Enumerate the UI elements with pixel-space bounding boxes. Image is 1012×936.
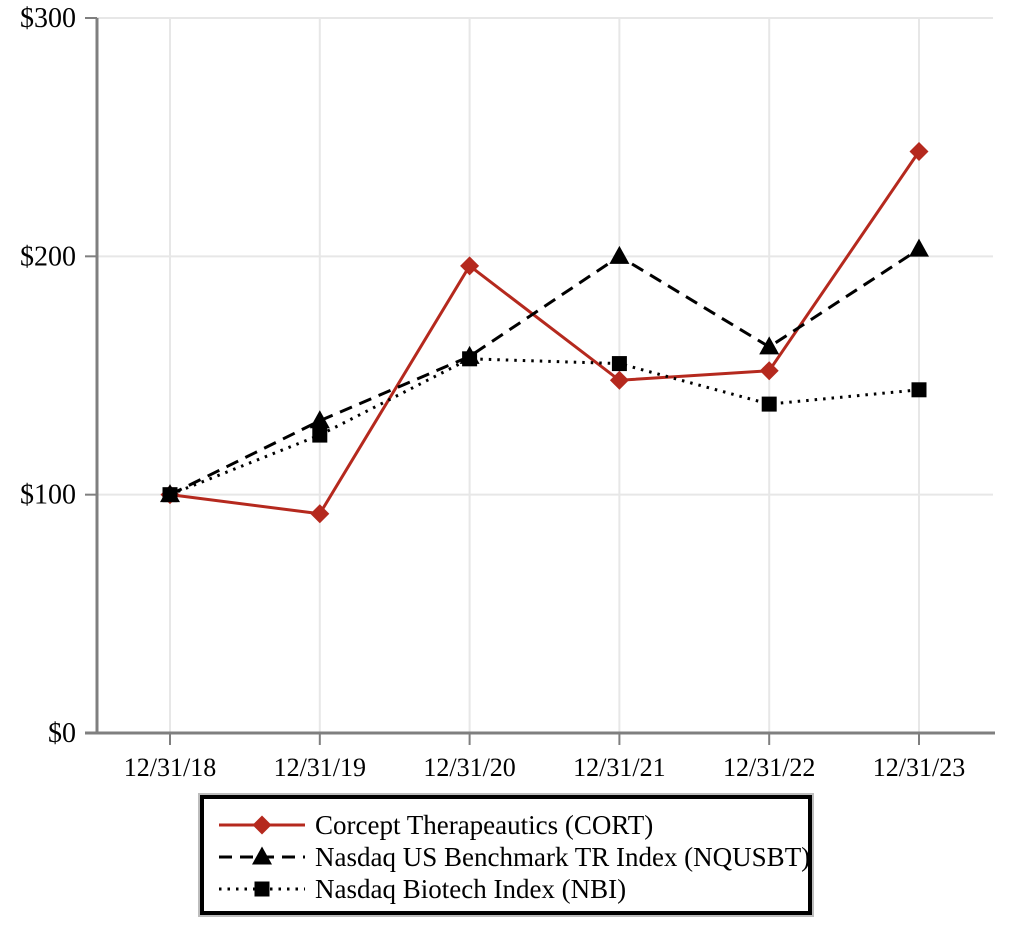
y-axis-tick-label: $200 bbox=[20, 241, 76, 272]
y-axis-tick-label: $100 bbox=[20, 480, 76, 511]
legend-nbi-line-icon bbox=[219, 881, 305, 897]
plot-area: $0 $100 $200 $300 12/31/18 12/31/19 12/31/20 12… bbox=[20, 3, 995, 782]
x-axis-tick-label: 12/31/18 bbox=[124, 753, 216, 782]
legend-item-cort: Corcept Therapeautics (CORT) bbox=[218, 809, 808, 841]
legend-cort-line-icon bbox=[219, 815, 305, 835]
x-axis-tick-label: 12/31/20 bbox=[423, 753, 515, 782]
legend: Corcept Therapeautics (CORT) Nasdaq US B… bbox=[200, 795, 812, 915]
y-axis-tick-label: $300 bbox=[20, 3, 76, 34]
legend-item-nbi: Nasdaq Biotech Index (NBI) bbox=[218, 873, 808, 905]
x-axis-tick-label: 12/31/22 bbox=[723, 753, 815, 782]
y-axis-tick-label: $0 bbox=[48, 718, 76, 749]
legend-item-nqusbt: Nasdaq US Benchmark TR Index (NQUSBT) bbox=[218, 841, 811, 873]
legend-label-cort: Corcept Therapeautics (CORT) bbox=[315, 810, 654, 840]
x-axis-tick-label: 12/31/21 bbox=[573, 753, 665, 782]
legend-nqusbt-line-icon bbox=[219, 846, 305, 865]
x-axis-tick-label: 12/31/23 bbox=[873, 753, 965, 782]
x-axis-tick-label: 12/31/19 bbox=[274, 753, 366, 782]
legend-label-nbi: Nasdaq Biotech Index (NBI) bbox=[315, 874, 627, 904]
legend-label-nqusbt: Nasdaq US Benchmark TR Index (NQUSBT) bbox=[315, 842, 811, 872]
